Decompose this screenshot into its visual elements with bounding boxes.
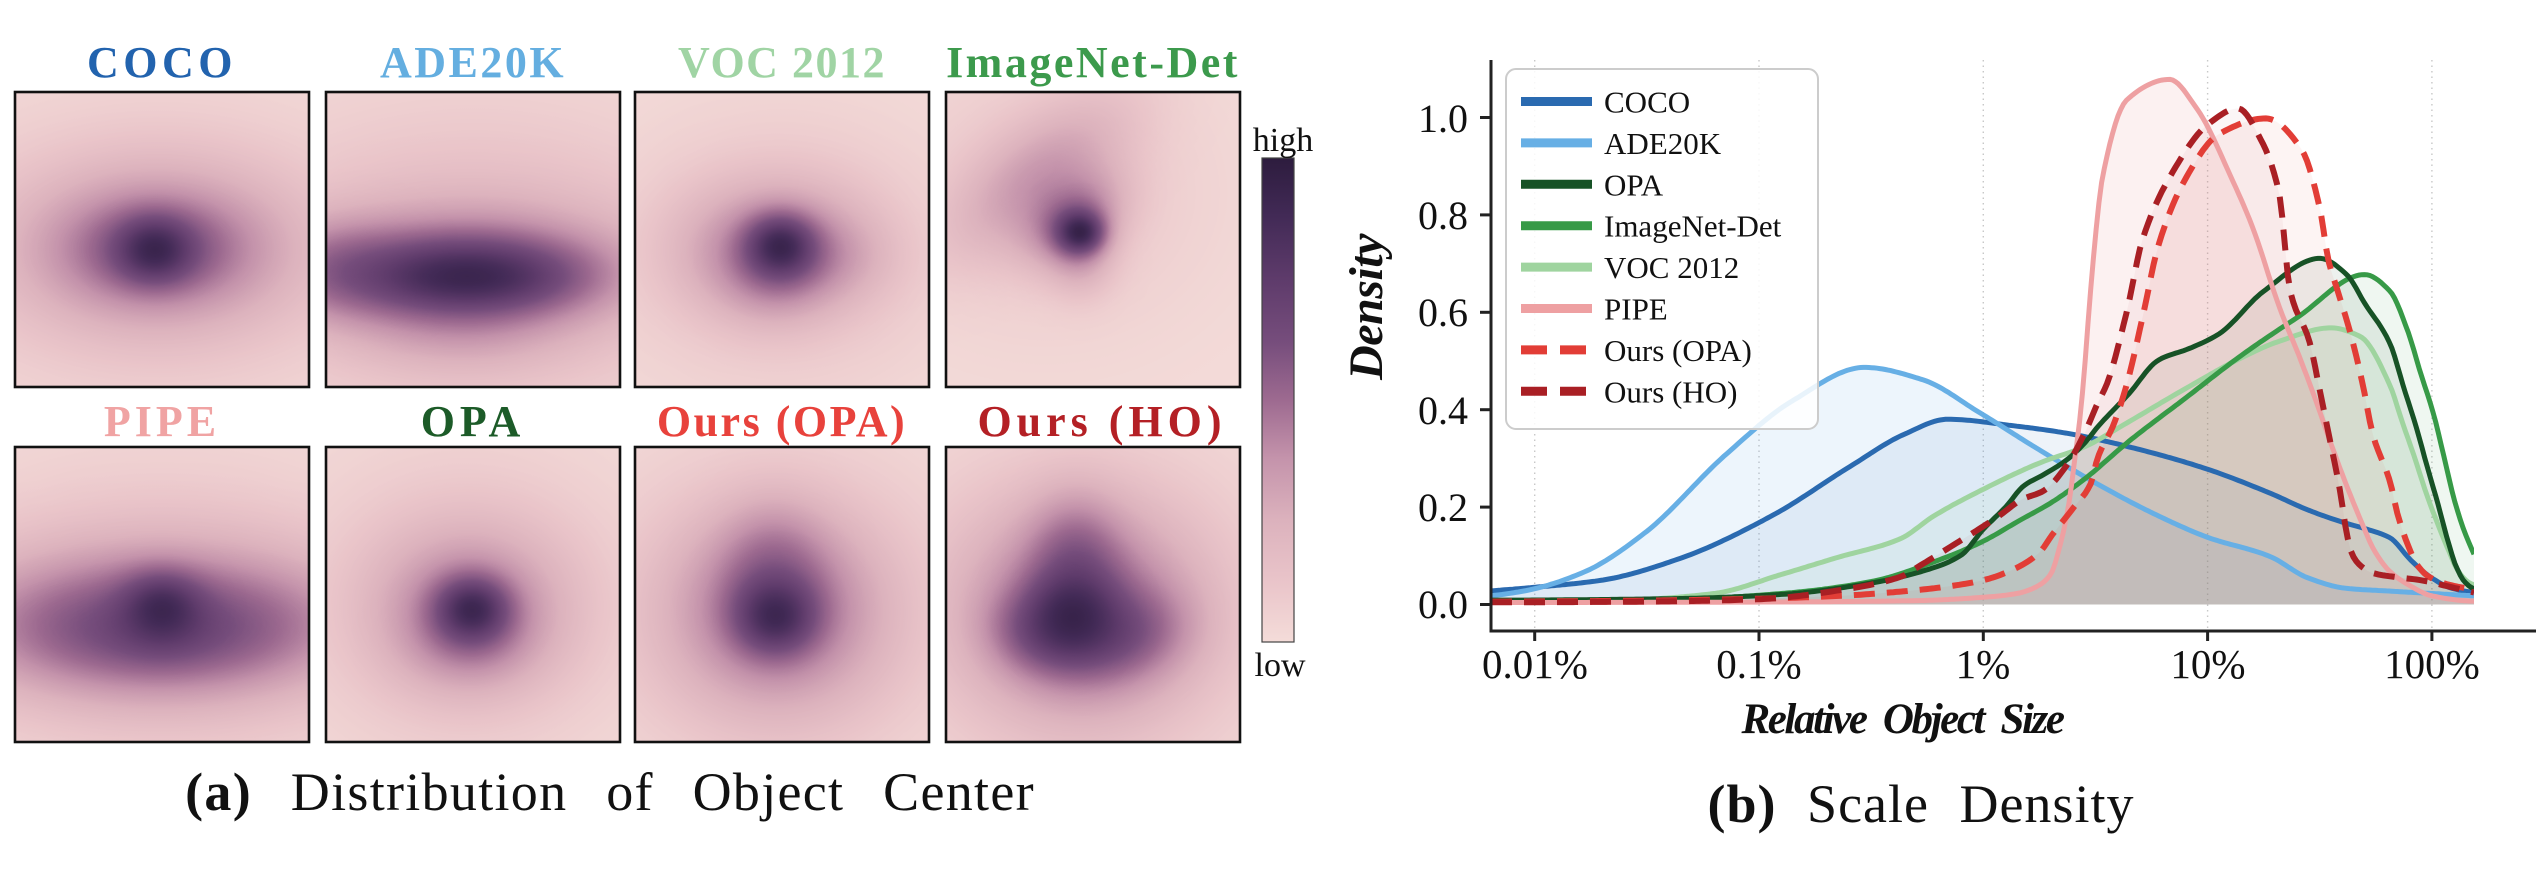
- svg-text:ImageNet-Det: ImageNet-Det: [946, 38, 1240, 87]
- svg-text:PIPE: PIPE: [104, 397, 220, 446]
- svg-text:PIPE: PIPE: [1604, 292, 1668, 327]
- svg-text:100%: 100%: [2384, 641, 2480, 687]
- svg-text:0.4: 0.4: [1418, 388, 1468, 433]
- svg-text:Ours (HO): Ours (HO): [977, 397, 1226, 446]
- svg-text:0.6: 0.6: [1418, 290, 1468, 335]
- svg-text:1%: 1%: [1956, 641, 2011, 687]
- svg-text:Ours (OPA): Ours (OPA): [1604, 333, 1752, 368]
- svg-text:0.1%: 0.1%: [1716, 641, 1801, 687]
- svg-text:COCO: COCO: [1604, 85, 1690, 120]
- svg-text:ADE20K: ADE20K: [380, 38, 566, 87]
- svg-text:(a) Distribution of Object Cen: (a) Distribution of Object Center: [185, 762, 1035, 822]
- svg-text:COCO: COCO: [87, 38, 237, 87]
- svg-text:Density: Density: [1340, 233, 1393, 381]
- svg-text:Ours (OPA): Ours (OPA): [657, 397, 907, 446]
- svg-text:0.01%: 0.01%: [1482, 641, 1588, 687]
- svg-text:0.0: 0.0: [1418, 582, 1468, 627]
- svg-text:OPA: OPA: [421, 397, 526, 446]
- svg-text:ImageNet-Det: ImageNet-Det: [1604, 209, 1782, 244]
- svg-text:0.8: 0.8: [1418, 193, 1468, 238]
- svg-text:OPA: OPA: [1604, 167, 1664, 202]
- svg-text:(b) Scale Density: (b) Scale Density: [1708, 774, 2135, 834]
- svg-text:high: high: [1253, 122, 1313, 159]
- svg-text:VOC 2012: VOC 2012: [1604, 250, 1739, 285]
- svg-text:10%: 10%: [2170, 641, 2245, 687]
- svg-text:VOC 2012: VOC 2012: [678, 38, 886, 87]
- svg-text:0.2: 0.2: [1418, 485, 1468, 530]
- svg-text:Ours (HO): Ours (HO): [1604, 374, 1737, 409]
- svg-text:ADE20K: ADE20K: [1604, 126, 1722, 161]
- svg-text:Relative Object Size: Relative Object Size: [1740, 696, 2064, 743]
- svg-text:1.0: 1.0: [1418, 96, 1468, 141]
- svg-text:low: low: [1255, 647, 1306, 684]
